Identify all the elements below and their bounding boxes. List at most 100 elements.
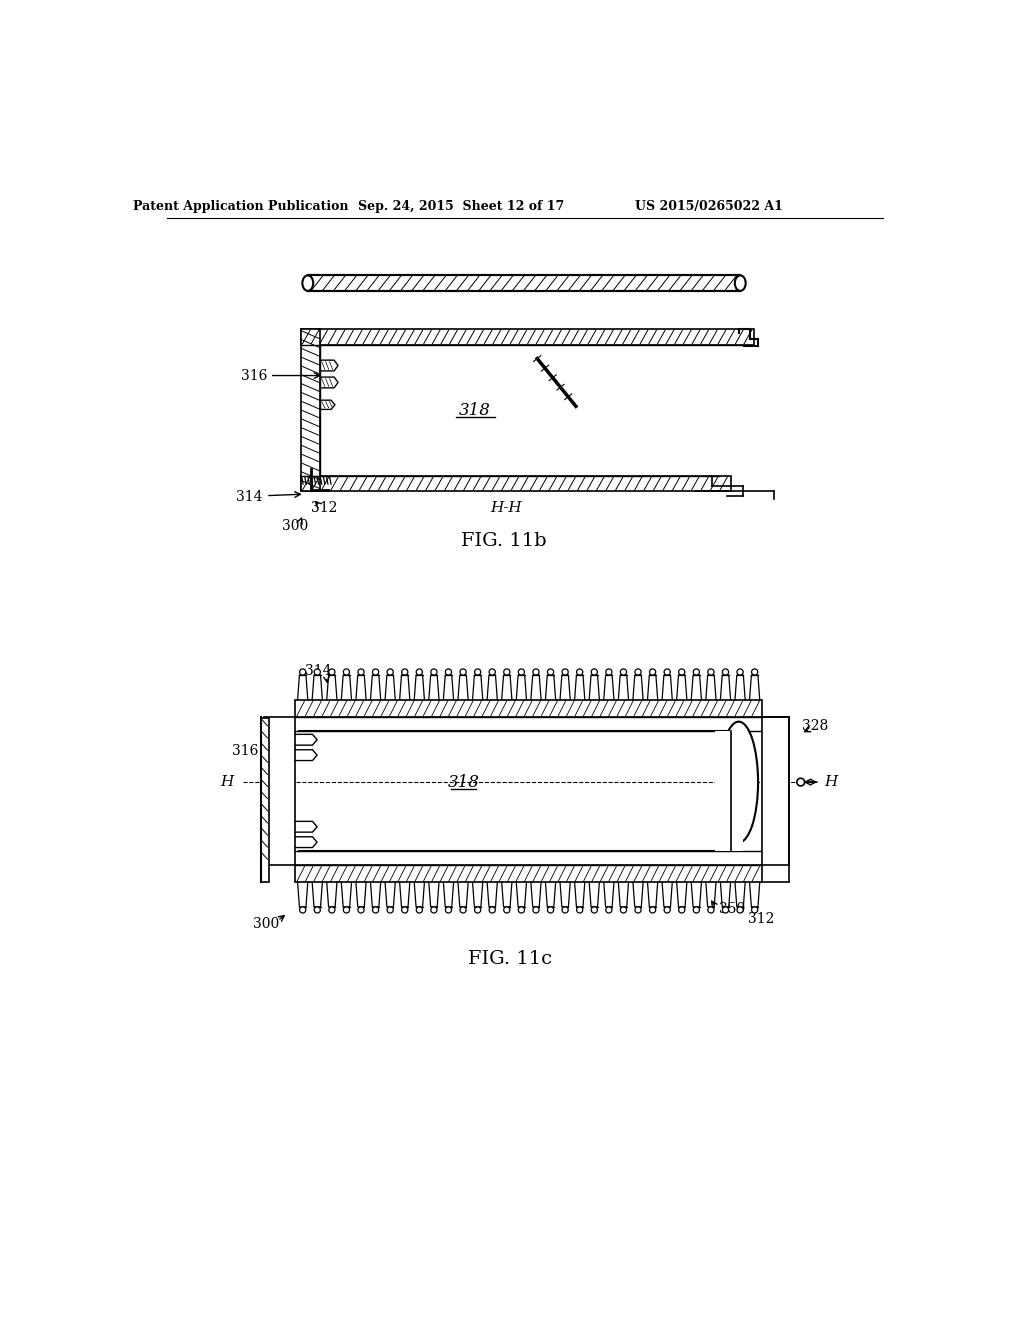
Text: 312: 312 bbox=[748, 912, 774, 927]
Bar bbox=[308, 276, 740, 290]
Circle shape bbox=[577, 907, 583, 913]
Circle shape bbox=[474, 907, 480, 913]
Circle shape bbox=[722, 907, 729, 913]
Circle shape bbox=[387, 907, 393, 913]
Text: 350: 350 bbox=[719, 902, 745, 916]
Bar bbox=[301, 330, 321, 491]
Circle shape bbox=[548, 907, 554, 913]
Text: Patent Application Publication: Patent Application Publication bbox=[133, 201, 348, 214]
Circle shape bbox=[474, 669, 480, 675]
Ellipse shape bbox=[719, 722, 758, 842]
Text: Sep. 24, 2015  Sheet 12 of 17: Sep. 24, 2015 Sheet 12 of 17 bbox=[358, 201, 564, 214]
Text: FIG. 11b: FIG. 11b bbox=[461, 532, 547, 550]
Circle shape bbox=[708, 669, 714, 675]
Circle shape bbox=[504, 669, 510, 675]
Circle shape bbox=[752, 669, 758, 675]
Circle shape bbox=[387, 669, 393, 675]
Ellipse shape bbox=[735, 276, 745, 290]
Text: 316: 316 bbox=[241, 368, 267, 383]
Circle shape bbox=[679, 907, 685, 913]
Circle shape bbox=[532, 907, 539, 913]
Circle shape bbox=[722, 669, 729, 675]
Circle shape bbox=[797, 779, 805, 785]
Circle shape bbox=[445, 669, 452, 675]
Circle shape bbox=[373, 907, 379, 913]
Bar bbox=[261, 718, 269, 882]
Circle shape bbox=[562, 907, 568, 913]
Circle shape bbox=[665, 669, 671, 675]
Bar bbox=[321, 345, 719, 475]
Circle shape bbox=[693, 669, 699, 675]
Circle shape bbox=[577, 669, 583, 675]
Circle shape bbox=[635, 907, 641, 913]
Text: 316: 316 bbox=[231, 744, 258, 758]
Circle shape bbox=[460, 669, 466, 675]
Circle shape bbox=[431, 907, 437, 913]
Bar bbox=[716, 730, 742, 851]
Text: 314: 314 bbox=[305, 664, 332, 678]
Circle shape bbox=[460, 907, 466, 913]
Circle shape bbox=[649, 669, 655, 675]
Circle shape bbox=[752, 907, 758, 913]
Circle shape bbox=[416, 669, 423, 675]
Circle shape bbox=[621, 907, 627, 913]
Bar bbox=[264, 717, 295, 866]
Text: 318: 318 bbox=[447, 774, 479, 791]
Circle shape bbox=[358, 669, 365, 675]
Text: 312: 312 bbox=[311, 502, 337, 515]
Circle shape bbox=[621, 669, 627, 675]
Text: H: H bbox=[220, 775, 233, 789]
Circle shape bbox=[329, 669, 335, 675]
Circle shape bbox=[737, 907, 743, 913]
Circle shape bbox=[314, 669, 321, 675]
Circle shape bbox=[606, 669, 612, 675]
Circle shape bbox=[343, 907, 349, 913]
Circle shape bbox=[431, 669, 437, 675]
Text: 328: 328 bbox=[802, 719, 828, 733]
Text: H: H bbox=[824, 775, 838, 789]
Circle shape bbox=[518, 907, 524, 913]
Circle shape bbox=[329, 907, 335, 913]
Circle shape bbox=[649, 907, 655, 913]
Circle shape bbox=[532, 669, 539, 675]
Text: FIG. 11c: FIG. 11c bbox=[468, 950, 552, 968]
Circle shape bbox=[489, 907, 496, 913]
Text: H-H: H-H bbox=[490, 502, 522, 515]
Circle shape bbox=[591, 907, 597, 913]
Text: 318: 318 bbox=[459, 401, 492, 418]
Bar bbox=[301, 475, 731, 491]
Circle shape bbox=[635, 669, 641, 675]
Circle shape bbox=[693, 907, 699, 913]
Circle shape bbox=[708, 907, 714, 913]
Circle shape bbox=[401, 669, 408, 675]
Circle shape bbox=[737, 669, 743, 675]
Circle shape bbox=[445, 907, 452, 913]
Circle shape bbox=[314, 907, 321, 913]
Circle shape bbox=[489, 669, 496, 675]
Circle shape bbox=[518, 669, 524, 675]
Circle shape bbox=[343, 669, 349, 675]
Circle shape bbox=[606, 907, 612, 913]
Bar bbox=[762, 717, 790, 866]
Circle shape bbox=[401, 907, 408, 913]
Text: 300: 300 bbox=[253, 917, 280, 931]
Circle shape bbox=[504, 907, 510, 913]
Text: 300: 300 bbox=[283, 519, 308, 533]
Circle shape bbox=[665, 907, 671, 913]
Circle shape bbox=[562, 669, 568, 675]
Circle shape bbox=[373, 669, 379, 675]
Circle shape bbox=[679, 669, 685, 675]
Circle shape bbox=[300, 669, 306, 675]
Circle shape bbox=[548, 669, 554, 675]
Circle shape bbox=[416, 907, 423, 913]
Bar bbox=[299, 730, 731, 851]
Circle shape bbox=[300, 907, 306, 913]
Bar bbox=[295, 700, 762, 717]
Text: US 2015/0265022 A1: US 2015/0265022 A1 bbox=[635, 201, 783, 214]
Bar bbox=[295, 866, 762, 882]
Circle shape bbox=[358, 907, 365, 913]
Ellipse shape bbox=[302, 276, 313, 290]
Bar bbox=[301, 330, 755, 345]
Circle shape bbox=[591, 669, 597, 675]
Text: 314: 314 bbox=[236, 490, 262, 504]
